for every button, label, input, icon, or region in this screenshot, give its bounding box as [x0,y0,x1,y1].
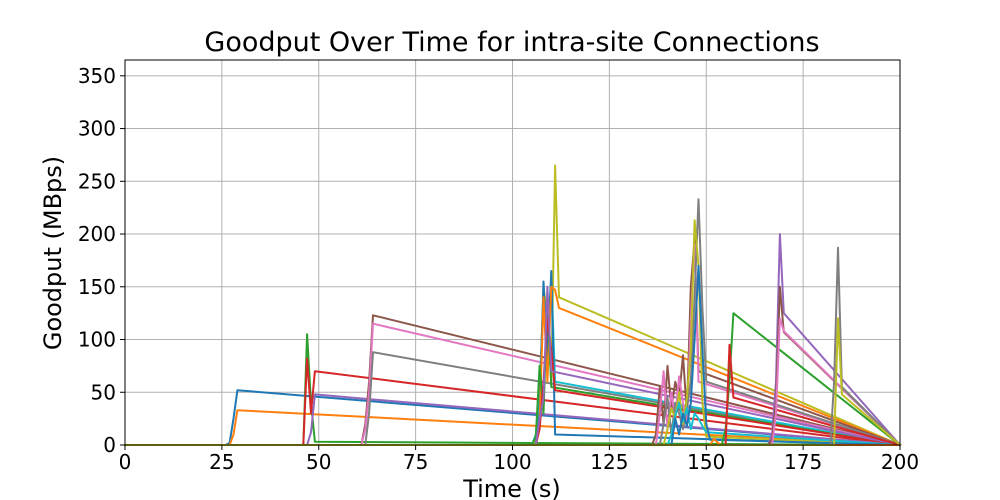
y-axis-label: Goodput (MBps) [39,156,67,350]
series-line [124,219,902,447]
series-layer [124,164,902,447]
x-tick-label: 100 [493,450,531,474]
y-tick-label: 50 [91,380,116,404]
x-tick-label: 0 [119,450,132,474]
y-tick-label: 100 [78,328,116,352]
x-tick-label: 175 [784,450,822,474]
x-axis-label: Time (s) [462,475,561,500]
x-tick-label: 200 [881,450,919,474]
y-tick-label: 250 [78,169,116,193]
chart-title: Goodput Over Time for intra-site Connect… [204,27,819,58]
series-line [124,296,902,447]
axes-layer: 0 25 50 75 100 125 150 175 200 0 50 100 150 200 250 300… [78,59,919,474]
x-tick-label: 75 [403,450,428,474]
y-tick-label: 150 [78,275,116,299]
series-line [124,401,902,447]
y-tick-label: 0 [103,433,116,457]
x-tick-label: 25 [209,450,234,474]
x-tick-label: 150 [687,450,725,474]
y-tick-label: 300 [78,117,116,141]
y-tick-label: 200 [78,222,116,246]
x-tick-label: 50 [306,450,331,474]
x-tick-label: 125 [590,450,628,474]
series-line [124,264,902,447]
y-tick-label: 350 [78,64,116,88]
series-line [124,198,902,447]
